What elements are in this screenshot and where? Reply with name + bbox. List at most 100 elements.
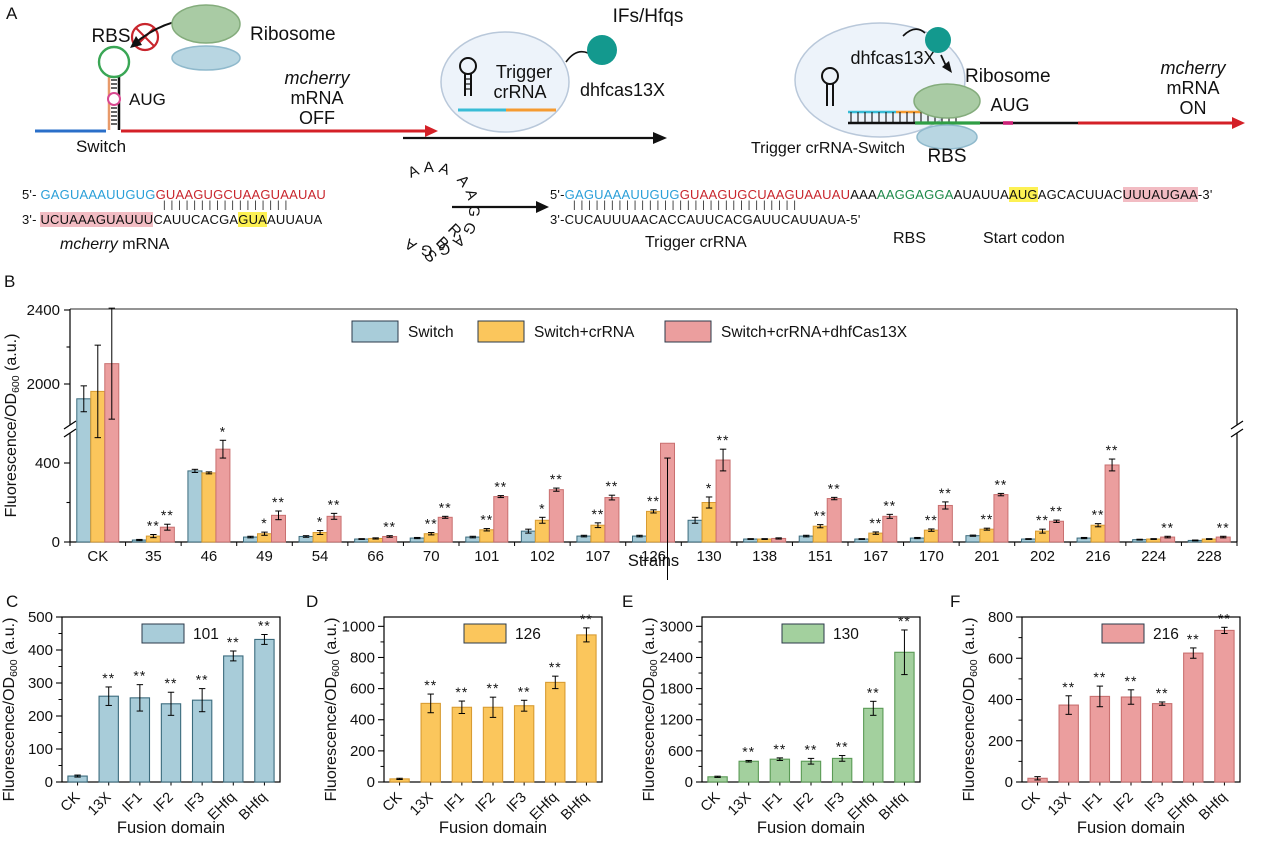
- x-tick-label: IF1: [1080, 790, 1106, 816]
- panel-b-chart: 040020002400CK****35*46***49***54**66***…: [3, 302, 1244, 580]
- mcherry-on-3: ON: [1180, 98, 1207, 118]
- switch-label: Switch: [76, 137, 126, 156]
- seq-left-5prime: 5'-: [22, 187, 37, 202]
- bar-216-yellow: [1090, 524, 1106, 543]
- sig-mark: **: [1093, 669, 1106, 685]
- bar-170-pink: [937, 504, 953, 543]
- sig-mark: *: [261, 515, 267, 531]
- x-tick-label: 202: [1030, 548, 1055, 565]
- right-axis-break-slash: [1230, 420, 1244, 430]
- panel-label-d: D: [306, 592, 319, 611]
- x-tick-label: 167: [863, 548, 888, 565]
- bar-IF2: [1120, 696, 1142, 783]
- x-tick-label: IF1: [120, 790, 146, 816]
- mcherry-off-3: OFF: [299, 108, 335, 128]
- y-tick-label: 300: [28, 675, 53, 692]
- sig-mark: **: [925, 512, 938, 528]
- mrna-plain: mRNA: [117, 236, 170, 253]
- legend-label: 101: [193, 626, 219, 643]
- y-tick-label: 1000: [342, 618, 375, 635]
- x-tick-label: 151: [808, 548, 833, 565]
- sig-mark: **: [814, 508, 827, 524]
- x-tick-label: BHfq: [1196, 790, 1230, 824]
- x-tick-label: IF3: [1142, 790, 1168, 816]
- rbs-label: RBS: [91, 26, 130, 47]
- bar-EHfq: [545, 681, 566, 783]
- x-tick-label: 35: [145, 548, 162, 565]
- sig-mark: **: [328, 496, 341, 512]
- x-tick-label: IF3: [182, 790, 208, 816]
- x-tick-label: 101: [474, 548, 499, 565]
- x-tick-label: 228: [1197, 548, 1222, 565]
- seq-right-bottom-seq: CUCAUUUAACACCAUUCACGAUUCAUUAUA: [564, 212, 846, 227]
- aug-bulge: [107, 92, 121, 106]
- sequence-loop: AAA AAGGAGGA RBS: [399, 159, 549, 266]
- ribosome-on-label: Ribosome: [965, 66, 1051, 87]
- seq-right-5prime: 5'-: [550, 187, 565, 202]
- x-tick-label: 102: [530, 548, 555, 565]
- y-tick-label: 400: [28, 642, 53, 659]
- seq-right-spacer1: AUAUUA: [953, 187, 1009, 202]
- seq-right-top-red: GUAAGUGCUAAGUAAUAU: [679, 187, 851, 202]
- sig-mark: **: [647, 493, 660, 509]
- seq-left-top-row: 5'- GAGUAAAUUGUGGUAAGUGCUAAGUAAUAU: [22, 187, 326, 202]
- sig-mark: **: [518, 683, 531, 699]
- rbs-on-label: RBS: [927, 146, 966, 167]
- y-axis-title: Fluorescence/OD600 (a.u.): [641, 618, 660, 802]
- bar-151-pink: [826, 498, 842, 543]
- sig-mark: **: [717, 432, 730, 448]
- y-tick-label: 400: [350, 712, 375, 729]
- x-tick-label: 49: [256, 548, 273, 565]
- sig-mark: **: [605, 478, 618, 494]
- legend-label: 216: [1153, 626, 1179, 643]
- sig-mark: **: [994, 476, 1007, 492]
- sig-mark: **: [883, 497, 896, 513]
- bar-107-pink: [604, 497, 620, 543]
- seq-left-mcherry-highlight: UCUAAAGUAUUU: [40, 212, 154, 227]
- sig-mark: **: [480, 512, 493, 528]
- sig-mark: **: [939, 485, 952, 501]
- seq-right-bottom-row: 3'-CUCAUUUAACACCAUUCACGAUUCAUUAUA-5': [550, 212, 861, 227]
- trigger-crrna-label1: Trigger: [496, 62, 552, 82]
- x-tick-label: 126: [641, 548, 666, 565]
- sig-mark: **: [773, 741, 786, 757]
- sig-mark: **: [1156, 685, 1169, 701]
- x-tick-label: 13X: [85, 789, 115, 819]
- ribosome-on-large-subunit: [913, 83, 981, 119]
- bar-IF1: [451, 706, 473, 783]
- seq-left-bottom-mid: CAUUCACGA: [153, 212, 239, 227]
- mcherry-on-2: mRNA: [1167, 78, 1220, 98]
- x-tick-label: 70: [423, 548, 440, 565]
- x-tick-label: IF2: [151, 790, 177, 816]
- aug-label: AUG: [129, 90, 166, 109]
- x-axis-title: Fusion domain: [757, 819, 865, 837]
- sig-mark: **: [133, 668, 146, 684]
- sig-mark: *: [220, 423, 226, 439]
- mcherry-on-1: mcherry: [1160, 58, 1226, 78]
- x-tick-label: BHfq: [236, 790, 270, 824]
- y-axis-title: Fluorescence/OD600 (a.u.): [961, 618, 980, 802]
- bar-201-yellow: [979, 528, 995, 543]
- panel-label-e: E: [622, 592, 634, 611]
- bar-151-yellow: [812, 525, 828, 543]
- x-tick-label: IF2: [1111, 790, 1137, 816]
- bar-EHfq: [1183, 652, 1204, 783]
- x-tick-label: CK: [58, 789, 84, 815]
- tether-squiggle: [565, 50, 589, 63]
- mcherry-mrna-label: mcherry mRNA: [60, 236, 169, 254]
- y-tick-label: 0: [367, 774, 375, 791]
- x-tick-label: 170: [919, 548, 944, 565]
- sig-mark: **: [1106, 442, 1119, 458]
- x-tick-label: CK: [380, 789, 406, 815]
- x-tick-label: 138: [752, 548, 777, 565]
- sig-mark: **: [165, 675, 178, 691]
- trigger-crrna-seq-label: Trigger crRNA: [645, 234, 747, 251]
- y-tick-label: 0: [1005, 774, 1013, 791]
- sig-mark: **: [1050, 503, 1063, 519]
- ifs-hfqs-label: IFs/Hfqs: [613, 6, 684, 27]
- switch-off-diagram: RBS AUG Switch Ribosome mcherry mRNA OFF: [35, 4, 438, 156]
- legend-swatch: [1101, 623, 1145, 644]
- sig-mark: **: [196, 672, 209, 688]
- sig-mark: **: [102, 670, 115, 686]
- blocked-icon: [130, 22, 160, 52]
